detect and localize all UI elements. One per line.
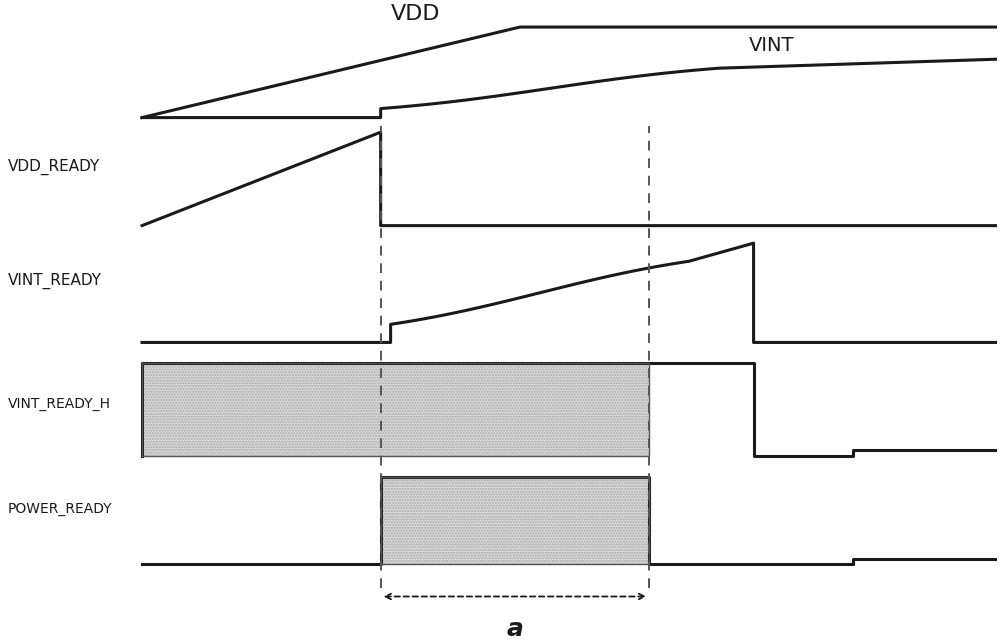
Polygon shape: [142, 363, 649, 456]
Polygon shape: [381, 477, 649, 564]
Text: VINT_READY_H: VINT_READY_H: [8, 397, 111, 411]
Text: VDD_READY: VDD_READY: [8, 159, 100, 176]
Text: VDD: VDD: [391, 4, 440, 24]
Text: POWER_READY: POWER_READY: [8, 502, 112, 516]
Text: a: a: [506, 617, 523, 641]
Text: VINT_READY: VINT_READY: [8, 273, 102, 289]
Text: VINT: VINT: [749, 35, 794, 54]
